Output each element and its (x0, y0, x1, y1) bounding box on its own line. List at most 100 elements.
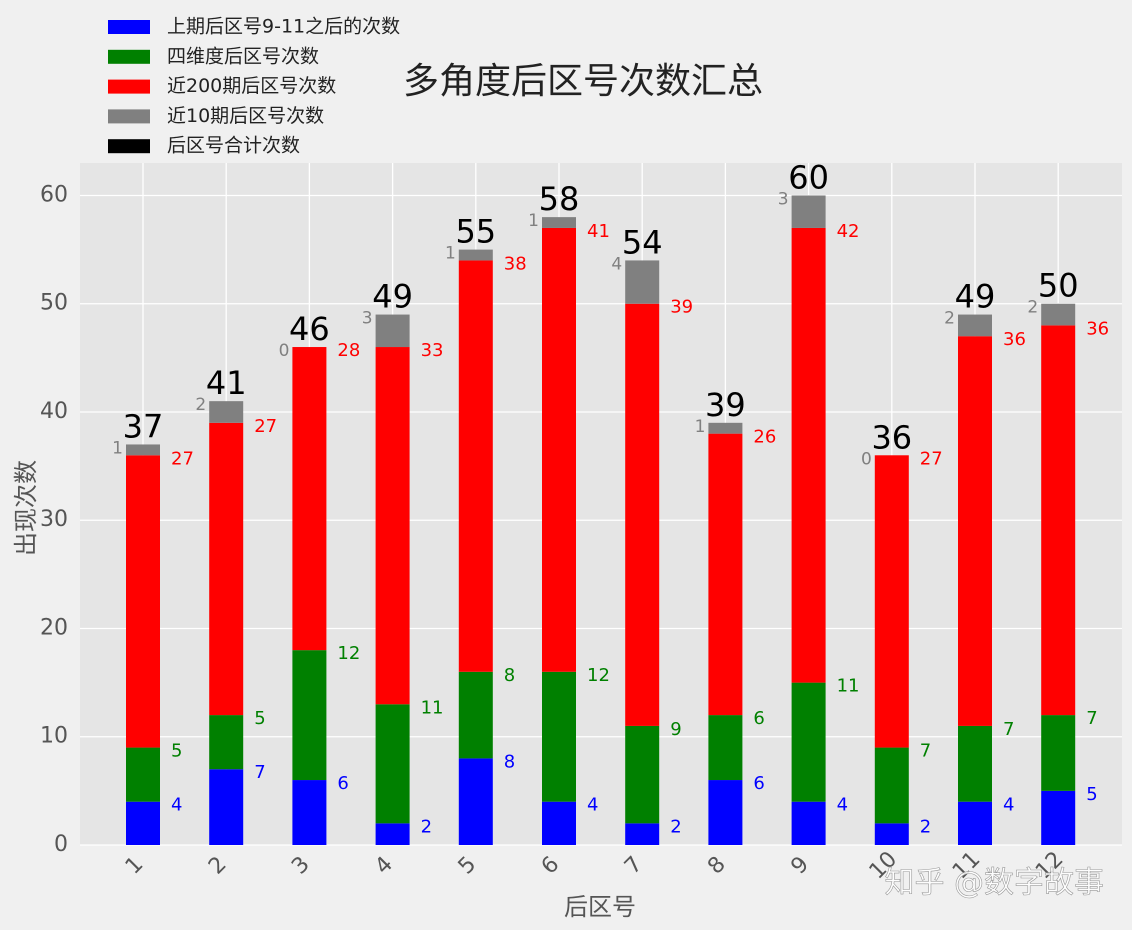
value-label: 8 (504, 665, 515, 686)
total-label: 36 (871, 418, 912, 456)
bar-segment (292, 650, 327, 781)
y-tick-label: 50 (40, 291, 68, 316)
value-label: 1 (445, 244, 456, 264)
value-label: 39 (670, 297, 693, 318)
value-label: 41 (587, 221, 610, 242)
bar-segment (874, 823, 909, 845)
bar-segment (625, 823, 660, 845)
bar-segment (542, 217, 576, 228)
value-label: 3 (778, 189, 789, 209)
bar-segment (209, 769, 244, 845)
value-label: 7 (1086, 708, 1097, 729)
bar-segment (958, 314, 992, 337)
value-label: 8 (504, 751, 515, 772)
bar-segment (1041, 715, 1076, 791)
bar-segment (791, 227, 826, 683)
total-label: 58 (539, 180, 580, 218)
bar-segment (375, 347, 410, 705)
value-label: 4 (1003, 795, 1014, 816)
value-label: 4 (171, 795, 182, 816)
bar-segment (958, 801, 992, 845)
legend-swatch (108, 20, 150, 34)
value-label: 6 (337, 773, 348, 794)
y-axis-label: 出现次数 (12, 460, 40, 556)
y-tick-label: 60 (40, 182, 68, 207)
bar-segment (791, 801, 826, 845)
bar-segment (375, 704, 410, 824)
bar-segment (958, 336, 992, 726)
value-label: 1 (695, 417, 706, 437)
value-label: 38 (504, 253, 527, 274)
plot-area (80, 163, 1122, 845)
total-label: 49 (955, 278, 996, 316)
bar-segment (458, 758, 493, 845)
y-tick-label: 20 (40, 615, 68, 640)
bar-segment (708, 780, 743, 845)
bar-segment (542, 671, 576, 802)
value-label: 27 (171, 448, 194, 469)
bar-segment (542, 801, 576, 845)
bar-segment (542, 227, 576, 672)
value-label: 26 (753, 427, 776, 448)
y-tick-label: 30 (40, 507, 68, 532)
bar-segment (126, 455, 160, 748)
value-label: 3 (362, 309, 373, 329)
legend-label: 近10期后区号次数 (167, 105, 324, 127)
total-label: 41 (206, 364, 247, 402)
total-label: 55 (455, 213, 496, 251)
bar-segment (958, 725, 992, 802)
watermark: 知乎 @数字故事 (884, 866, 1104, 901)
bar-segment (458, 249, 493, 261)
y-tick-label: 40 (40, 399, 68, 424)
bar-segment (458, 671, 493, 759)
value-label: 5 (1086, 784, 1097, 805)
bar-segment (1041, 303, 1076, 326)
bar-segment (708, 715, 743, 781)
value-label: 33 (421, 340, 444, 361)
legend-label: 近200期后区号次数 (167, 75, 336, 97)
bar-segment (791, 195, 826, 228)
bar-segment (375, 823, 410, 845)
value-label: 2 (195, 395, 206, 415)
value-label: 11 (421, 697, 444, 718)
legend-label: 后区号合计次数 (167, 135, 300, 157)
value-label: 6 (753, 773, 764, 794)
value-label: 36 (1086, 318, 1109, 339)
bar-segment (375, 314, 410, 348)
value-label: 27 (254, 416, 277, 437)
total-label: 60 (788, 158, 829, 196)
value-label: 2 (670, 816, 681, 837)
value-label: 4 (611, 254, 622, 274)
legend-label: 上期后区号9-11之后的次数 (167, 16, 400, 38)
bar-segment (625, 260, 660, 304)
legend-label: 四维度后区号次数 (167, 45, 319, 67)
value-label: 1 (528, 211, 539, 231)
value-label: 42 (837, 221, 860, 242)
value-label: 12 (587, 665, 610, 686)
bar-segment (625, 303, 660, 726)
bar-segment (708, 422, 743, 434)
bar-segment (126, 444, 160, 456)
value-label: 4 (837, 795, 848, 816)
bar-segment (1041, 790, 1076, 845)
value-label: 7 (920, 741, 931, 762)
value-label: 7 (1003, 719, 1014, 740)
legend-swatch (108, 49, 150, 64)
value-label: 11 (837, 676, 860, 697)
value-label: 7 (254, 762, 265, 783)
bar-segment (874, 747, 909, 824)
total-label: 50 (1038, 267, 1079, 305)
bar-segment (791, 682, 826, 802)
bar-segment (708, 433, 743, 716)
bar-segment (209, 715, 244, 770)
total-label: 37 (123, 407, 164, 445)
total-label: 54 (622, 223, 663, 261)
bar-segment (209, 422, 244, 716)
legend-swatch (108, 79, 150, 94)
value-label: 36 (1003, 329, 1026, 350)
value-label: 2 (920, 816, 931, 837)
value-label: 9 (670, 719, 681, 740)
bar-segment (292, 347, 327, 651)
bar-segment (126, 747, 160, 802)
